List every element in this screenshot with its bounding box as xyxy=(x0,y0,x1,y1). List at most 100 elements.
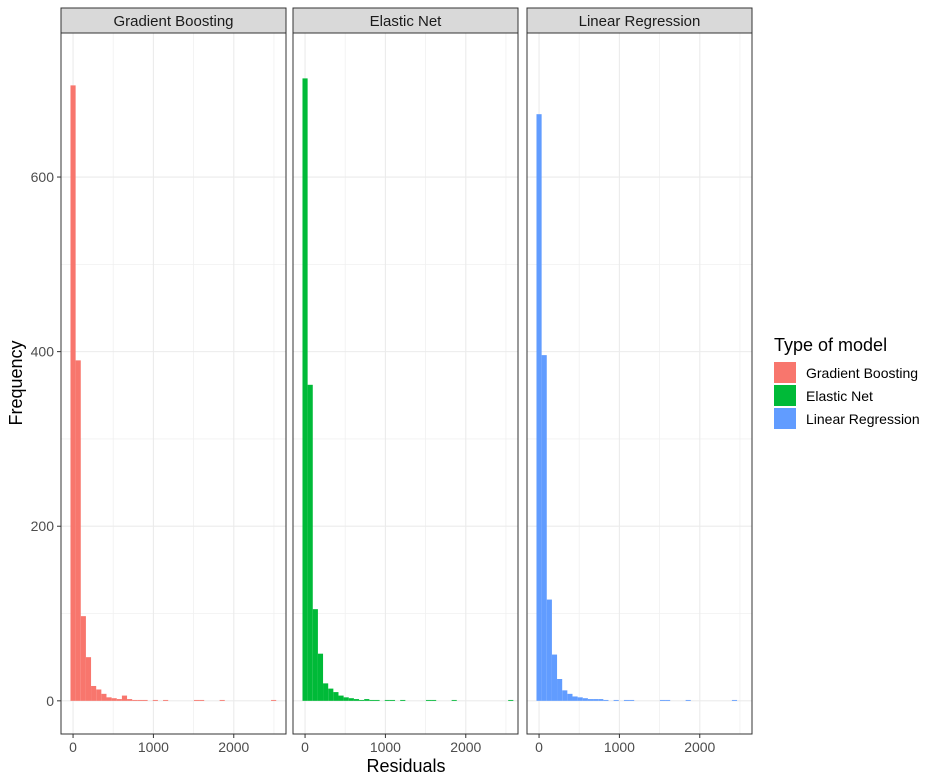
x-tick-label: 2000 xyxy=(450,739,481,755)
facet-strip-label: Linear Regression xyxy=(579,13,701,30)
x-axis-title: Residuals xyxy=(366,756,445,776)
histogram-bar xyxy=(400,699,406,701)
histogram-bar xyxy=(137,699,143,701)
histogram-bar xyxy=(451,699,457,701)
y-axis-title: Frequency xyxy=(6,340,26,425)
histogram-bar xyxy=(577,697,583,701)
histogram-bar xyxy=(659,699,666,701)
histogram-bar xyxy=(431,699,437,701)
histogram-bar xyxy=(91,685,97,701)
histogram-bar xyxy=(317,653,324,701)
histogram-bar xyxy=(132,699,138,701)
legend-items: Gradient Boosting Elastic Net Linear Regre… xyxy=(774,362,920,429)
histogram-bar xyxy=(199,699,205,701)
x-tick-label: 0 xyxy=(535,739,543,755)
facet-panel: Linear Regression xyxy=(526,7,753,735)
histogram-bar xyxy=(152,699,158,701)
histogram-bar xyxy=(80,616,86,701)
x-tick-label: 1000 xyxy=(138,739,169,755)
histogram-bar xyxy=(593,699,599,701)
histogram-bar xyxy=(598,699,604,701)
facet-panel: Elastic Net xyxy=(292,7,519,735)
histogram-bar xyxy=(302,78,308,701)
facet-strip xyxy=(60,7,287,34)
legend-label: Elastic Net xyxy=(806,388,873,404)
histogram-bar xyxy=(613,699,619,701)
histogram-bar xyxy=(536,114,542,701)
histogram-bar xyxy=(562,690,568,701)
facet-panels: Gradient Boosting Elastic Net Linear Regre… xyxy=(60,7,753,735)
histogram-bar xyxy=(328,688,334,701)
histogram-bar xyxy=(106,697,112,701)
histogram-bar xyxy=(572,696,578,701)
histogram-bar xyxy=(343,697,349,701)
histogram-bar xyxy=(85,657,92,701)
x-tick-label: 2000 xyxy=(684,739,715,755)
panel-border xyxy=(292,32,519,735)
histogram-bar xyxy=(685,699,691,701)
histogram-bar xyxy=(193,699,200,701)
legend-swatch xyxy=(774,408,796,429)
x-axis: 0 1000 2000 0 1000 2000 0 1000 2000 xyxy=(69,734,716,755)
histogram-bar xyxy=(101,693,107,701)
legend-item: Gradient Boosting xyxy=(774,362,918,383)
y-tick-label: 0 xyxy=(46,693,54,709)
histogram-bar xyxy=(364,699,370,701)
x-tick-label: 1000 xyxy=(604,739,635,755)
y-tick-label: 400 xyxy=(31,344,55,360)
histogram-bar xyxy=(557,679,563,701)
x-tick-label: 2000 xyxy=(218,739,249,755)
facet-strip-label: Gradient Boosting xyxy=(113,13,233,30)
histogram-bar xyxy=(116,699,122,701)
legend-swatch xyxy=(774,385,796,406)
histogram-bar xyxy=(323,683,329,701)
histogram-bar xyxy=(582,698,588,701)
histogram-bar xyxy=(603,699,609,701)
histogram-bar xyxy=(75,360,81,701)
histogram-bar xyxy=(374,699,380,701)
histogram-bar xyxy=(567,693,573,701)
facet-panel: Gradient Boosting xyxy=(60,7,287,735)
histogram-bar xyxy=(359,699,365,701)
histogram-bar xyxy=(546,599,552,701)
legend: Type of model Gradient Boosting Elastic N… xyxy=(774,335,920,429)
histogram-bar xyxy=(425,699,432,701)
histogram-bar xyxy=(271,699,277,701)
x-tick-label: 0 xyxy=(69,739,77,755)
legend-title: Type of model xyxy=(774,335,887,355)
x-tick-label: 0 xyxy=(301,739,309,755)
histogram-bar xyxy=(348,698,354,701)
legend-swatch xyxy=(774,362,796,383)
histogram-bar xyxy=(219,699,225,701)
histogram-bar xyxy=(163,699,169,701)
histogram-bar xyxy=(623,699,630,701)
histogram-bar xyxy=(127,699,133,701)
histogram-bar xyxy=(629,699,635,701)
facet-strip-label: Elastic Net xyxy=(370,13,443,30)
histogram-bar xyxy=(369,699,375,701)
histogram-bar xyxy=(70,85,76,701)
histogram-bar xyxy=(587,699,594,701)
panel-border xyxy=(60,32,287,735)
histogram-bar xyxy=(111,698,117,701)
legend-item: Linear Regression xyxy=(774,408,920,429)
legend-item: Elastic Net xyxy=(774,385,873,406)
panel-border xyxy=(526,32,753,735)
y-tick-label: 600 xyxy=(31,169,55,185)
histogram-bar xyxy=(338,695,344,701)
histogram-bar xyxy=(551,654,558,701)
histogram-bar xyxy=(389,699,396,701)
y-axis: 0 200 400 600 xyxy=(31,169,61,709)
y-tick-label: 200 xyxy=(31,518,55,534)
histogram-bar xyxy=(142,699,148,701)
histogram-bar xyxy=(508,699,514,701)
histogram-bar xyxy=(541,355,547,701)
histogram-bar xyxy=(665,699,671,701)
histogram-bar xyxy=(333,692,339,701)
legend-label: Gradient Boosting xyxy=(806,365,918,381)
histogram-bar xyxy=(731,699,738,701)
legend-label: Linear Regression xyxy=(806,411,920,427)
histogram-bar xyxy=(96,689,102,701)
histogram-bar xyxy=(353,699,360,701)
